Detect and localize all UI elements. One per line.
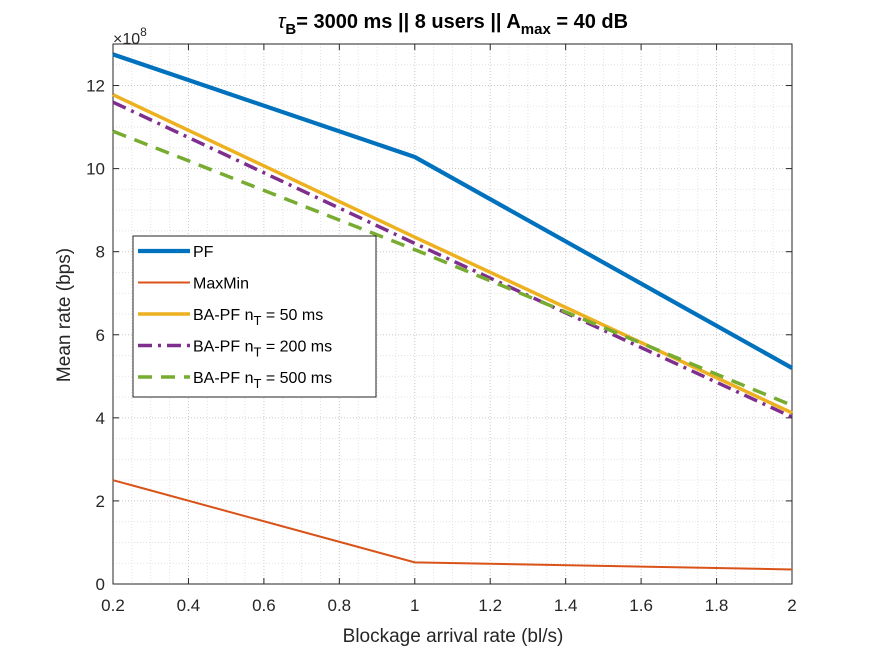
legend-label-4: BA-PF nT = 500 ms — [193, 370, 332, 391]
chart-title: τB= 3000 ms || 8 users || Amax = 40 dB — [278, 11, 628, 38]
legend: PF MaxMin BA-PF nT = 50 ms BA-PF nT = 200 m… — [132, 235, 377, 398]
x-tick-label: 1.4 — [554, 596, 578, 615]
tick-labels: 0.2 0.4 0.6 0.8 1 1.2 1.4 1.6 1.8 2 0 2 4 6 8 10 12 — [86, 77, 797, 615]
series-lines — [112, 52, 794, 571]
series-line-1 — [112, 479, 793, 571]
series-line-2 — [112, 93, 793, 415]
legend-label-0: PF — [193, 244, 214, 261]
x-tick-label: 1.6 — [629, 596, 653, 615]
y-tick-label: 6 — [96, 326, 105, 345]
x-tick-label: 0.8 — [328, 596, 352, 615]
series-line-0 — [112, 52, 794, 370]
x-tick-label: 1.8 — [705, 596, 729, 615]
legend-box — [132, 235, 377, 398]
y-tick-label: 10 — [86, 160, 105, 179]
y-axis-exponent: ×108 — [113, 25, 147, 48]
y-tick-label: 8 — [96, 243, 105, 262]
axes — [112, 43, 793, 585]
y-tick-label: 2 — [96, 492, 105, 511]
legend-label-1: MaxMin — [193, 276, 249, 293]
y-tick-label: 12 — [86, 77, 105, 96]
x-tick-label: 1.2 — [478, 596, 502, 615]
x-tick-label: 1 — [410, 596, 419, 615]
y-axis-label: Mean rate (bps) — [54, 248, 75, 382]
x-tick-label: 0.6 — [252, 596, 276, 615]
x-tick-label: 2 — [787, 596, 796, 615]
x-tick-label: 0.2 — [101, 596, 125, 615]
x-axis-label: Blockage arrival rate (bl/s) — [343, 626, 564, 647]
series-line-3 — [112, 100, 793, 419]
legend-label-3: BA-PF nT = 200 ms — [193, 339, 332, 360]
legend-label-2: BA-PF nT = 50 ms — [193, 307, 323, 328]
plot-frame — [112, 43, 793, 585]
x-tick-label: 0.4 — [177, 596, 201, 615]
y-tick-label: 4 — [96, 409, 105, 428]
series-line-4 — [112, 129, 793, 408]
y-tick-label: 0 — [96, 575, 105, 594]
